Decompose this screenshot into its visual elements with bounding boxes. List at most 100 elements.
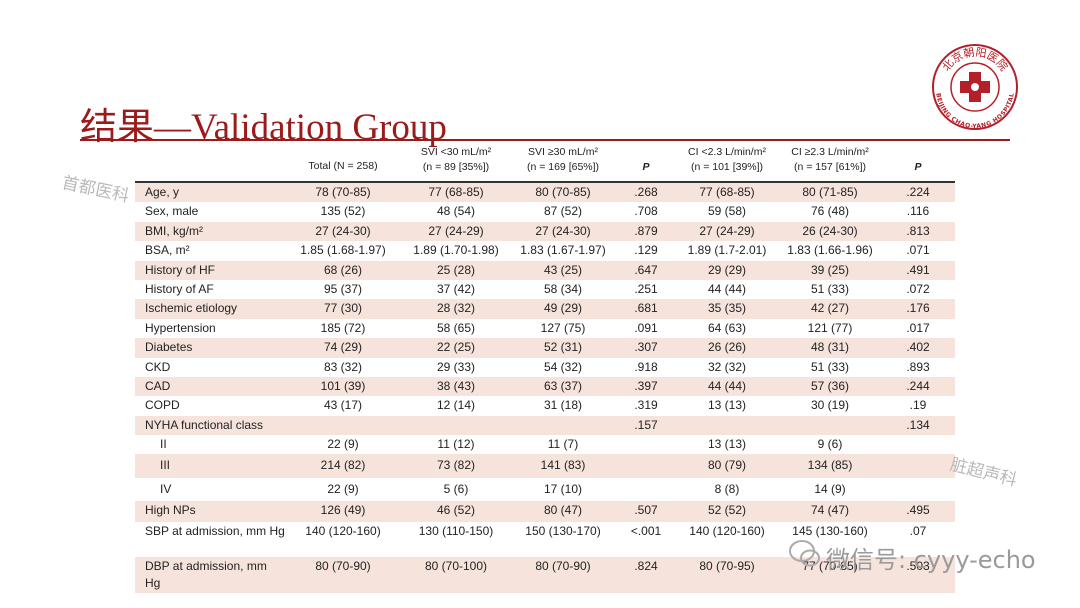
column-header: (n = 169 [65%]) bbox=[526, 161, 600, 173]
table-cell: 58 (65) bbox=[436, 320, 476, 335]
table-cell: 185 (72) bbox=[320, 320, 366, 335]
table-cell: 1.89 (1.70-1.98) bbox=[413, 243, 499, 258]
table-cell: 80 (70-90) bbox=[535, 559, 591, 574]
table-cell: .19 bbox=[909, 398, 927, 413]
header-rule bbox=[135, 181, 955, 183]
table-cell: .402 bbox=[906, 340, 930, 355]
row-label: CAD bbox=[145, 379, 171, 393]
row-label: DBP at admission, mm Hg bbox=[145, 559, 267, 591]
table-cell: 22 (9) bbox=[327, 481, 359, 496]
column-header: SVI ≥30 mL/m² bbox=[528, 146, 598, 158]
column-header: (n = 101 [39%]) bbox=[690, 161, 764, 173]
table-cell: 11 (12) bbox=[437, 437, 475, 452]
table-cell: .017 bbox=[906, 320, 930, 335]
table-cell: 17 (10) bbox=[543, 481, 583, 496]
row-label: IV bbox=[160, 481, 172, 496]
table-cell: 25 (28) bbox=[436, 262, 476, 277]
table-cell: 57 (36) bbox=[810, 379, 850, 393]
table-cell: 26 (24-30) bbox=[802, 223, 858, 238]
table-cell: .503 bbox=[906, 559, 930, 574]
table-cell: 39 (25) bbox=[810, 262, 850, 277]
table-cell: .507 bbox=[634, 503, 658, 518]
table-cell: 1.83 (1.67-1.97) bbox=[520, 243, 606, 258]
table-cell: 38 (43) bbox=[436, 379, 476, 393]
table-cell: .091 bbox=[634, 320, 658, 335]
column-header: CI <2.3 L/min/m² bbox=[688, 146, 766, 158]
table-cell: 130 (110-150) bbox=[418, 524, 494, 539]
column-header: P bbox=[642, 161, 650, 173]
row-label: Sex, male bbox=[145, 204, 199, 219]
table-cell: 32 (32) bbox=[707, 359, 747, 374]
table-cell: .893 bbox=[906, 359, 930, 374]
table-cell: 27 (24-30) bbox=[315, 223, 371, 238]
row-label: Hypertension bbox=[145, 320, 216, 335]
table-row: Hypertension 185 (72) 58 (65) 127 (75) .091 6… bbox=[135, 318, 955, 339]
table-cell: 52 (31) bbox=[543, 340, 583, 355]
table-cell: 43 (25) bbox=[543, 262, 583, 277]
row-label: BMI, kg/m² bbox=[145, 223, 204, 238]
table-cell: 1.83 (1.66-1.96) bbox=[787, 243, 873, 258]
table-cell: 22 (9) bbox=[327, 437, 359, 452]
table-cell: 58 (34) bbox=[543, 282, 583, 296]
table-cell: .129 bbox=[634, 243, 658, 258]
table-cell: 11 (7) bbox=[547, 437, 579, 452]
watermark: 微信号: cyyy-echo bbox=[826, 546, 1036, 574]
column-header: SVI <30 mL/m² bbox=[420, 146, 492, 158]
table-row: NYHA functional class .157 .134 bbox=[135, 415, 955, 436]
table-row: Ischemic etiology 77 (30) 28 (32) 49 (29) .6… bbox=[135, 299, 955, 319]
table-cell: 80 (70-100) bbox=[424, 559, 488, 574]
table-row: Sex, male 135 (52) 48 (54) 87 (52) .708 59 (5… bbox=[135, 202, 955, 222]
table-cell: 63 (37) bbox=[543, 379, 583, 393]
table-row: COPD 43 (17) 12 (14) 31 (18) .319 13 (13) 30 (… bbox=[135, 396, 955, 416]
row-label: Ischemic etiology bbox=[145, 301, 238, 316]
row-label: High NPs bbox=[145, 503, 196, 518]
table-cell: 49 (29) bbox=[543, 301, 583, 316]
table-cell: .071 bbox=[906, 243, 930, 258]
table-cell: 121 (77) bbox=[807, 320, 853, 335]
table-cell: 54 (32) bbox=[543, 359, 583, 374]
table-cell: 5 (6) bbox=[443, 481, 469, 496]
table-row: CKD 83 (32) 29 (33) 54 (32) .918 32 (32) 51 (3… bbox=[135, 357, 955, 377]
table-row: History of HF 68 (26) 25 (28) 43 (25) .647 29… bbox=[135, 260, 955, 280]
table-cell: 13 (13) bbox=[707, 398, 747, 413]
table-cell: 140 (120-160) bbox=[689, 524, 765, 539]
table-row: Age, y 78 (70-85) 77 (68-85) 80 (70-85) .268… bbox=[135, 183, 955, 203]
wechat-icon bbox=[789, 540, 820, 567]
table-cell: 14 (9) bbox=[814, 481, 846, 496]
row-label: BSA, m² bbox=[145, 243, 190, 258]
table-cell: 134 (85) bbox=[807, 458, 853, 473]
row-label: Age, y bbox=[145, 185, 180, 199]
table-cell: .176 bbox=[906, 301, 930, 316]
table-cell: 37 (42) bbox=[436, 282, 476, 296]
table-row: CAD 101 (39) 38 (43) 63 (37) .397 44 (44) 57 (… bbox=[135, 377, 955, 397]
table-row: History of AF 95 (37) 37 (42) 58 (34) .251 44… bbox=[135, 280, 955, 300]
table-cell: 77 (68-85) bbox=[699, 185, 755, 199]
table-cell: .491 bbox=[906, 262, 930, 277]
table-cell: 44 (44) bbox=[707, 282, 747, 296]
row-label: Diabetes bbox=[145, 340, 193, 355]
table-cell: 127 (75) bbox=[540, 320, 586, 335]
table-cell: 9 (6) bbox=[817, 437, 843, 452]
table-cell: .824 bbox=[634, 559, 658, 574]
column-header: P bbox=[914, 161, 922, 173]
table-cell: 28 (32) bbox=[436, 301, 476, 316]
table-cell: 68 (26) bbox=[323, 262, 363, 277]
row-label: COPD bbox=[145, 398, 180, 413]
table-cell: 87 (52) bbox=[543, 204, 583, 219]
table-cell: .918 bbox=[634, 359, 658, 374]
table-cell: 80 (71-85) bbox=[802, 185, 858, 199]
table-cell: .116 bbox=[906, 204, 930, 219]
row-label: History of HF bbox=[145, 262, 216, 277]
row-label: SBP at admission, mm Hg bbox=[145, 524, 285, 539]
table-cell: .072 bbox=[906, 282, 930, 296]
table-cell: 48 (31) bbox=[810, 340, 850, 355]
table-cell: 31 (18) bbox=[543, 398, 583, 413]
table-cell: 26 (26) bbox=[707, 340, 747, 355]
table-cell: 95 (37) bbox=[323, 282, 363, 296]
table-cell: .708 bbox=[634, 204, 658, 219]
table-cell: 135 (52) bbox=[320, 204, 366, 219]
table-cell: 140 (120-160) bbox=[305, 524, 381, 539]
table-row: DBP at admission, mm Hg 80 (70-90) 80 (70-… bbox=[135, 557, 955, 594]
